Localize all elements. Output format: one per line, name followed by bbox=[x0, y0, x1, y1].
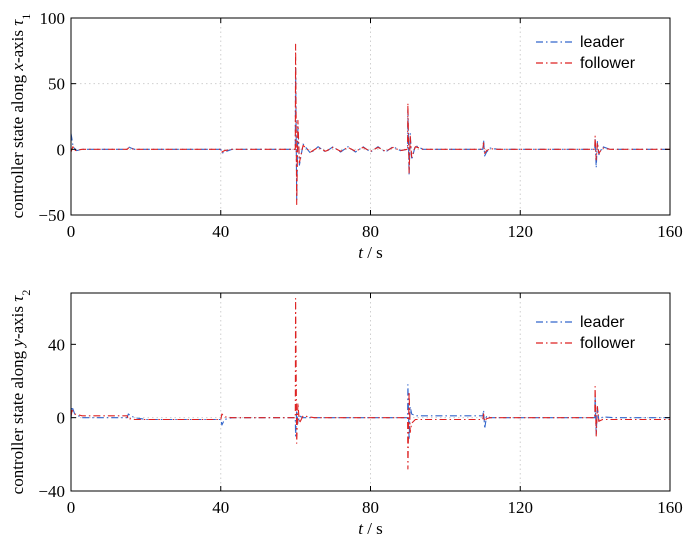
series-line-follower bbox=[70, 43, 670, 206]
y-axis-title-axis: x bbox=[8, 63, 27, 72]
legend-label-leader: leader bbox=[580, 34, 625, 51]
y-tick-label: 0 bbox=[57, 140, 66, 159]
y-tick-label: 0 bbox=[57, 409, 66, 428]
series-line-follower bbox=[70, 297, 670, 470]
x-tick-label: 0 bbox=[67, 222, 76, 241]
y-axis-title-text: controller state along bbox=[8, 347, 27, 495]
y-axis-title-axis: y bbox=[8, 339, 27, 349]
y-tick-label: −50 bbox=[38, 206, 65, 225]
y-tick-label: −40 bbox=[38, 482, 65, 501]
x-axis-title-unit: / s bbox=[363, 243, 383, 262]
x-tick-label: 80 bbox=[362, 222, 379, 241]
y-tick-label: 50 bbox=[48, 75, 65, 94]
x-axis-title: t / s bbox=[358, 519, 383, 538]
legend-label-follower: follower bbox=[580, 335, 636, 352]
series-group bbox=[70, 43, 670, 206]
x-axis-title-unit: / s bbox=[363, 519, 383, 538]
x-axis-title: t / s bbox=[358, 243, 383, 262]
x-axis-title-var: t bbox=[358, 519, 364, 538]
y-axis-title-symbol: τ bbox=[8, 295, 27, 302]
x-tick-label: 120 bbox=[508, 498, 534, 517]
x-tick-label: 40 bbox=[212, 222, 229, 241]
y-axis-title: controller state along y-axis τ2 bbox=[8, 290, 33, 495]
y-axis-title-subscript: 1 bbox=[19, 14, 33, 20]
x-tick-label: 80 bbox=[362, 498, 379, 517]
x-tick-label: 0 bbox=[67, 498, 76, 517]
legend-label-follower: follower bbox=[580, 55, 636, 72]
y-axis-title-subscript: 2 bbox=[19, 290, 33, 296]
y-tick-label: 100 bbox=[40, 9, 66, 28]
legend-label-leader: leader bbox=[580, 314, 625, 331]
series-line-leader bbox=[70, 67, 670, 200]
x-tick-label: 40 bbox=[212, 498, 229, 517]
x-tick-label: 160 bbox=[657, 498, 683, 517]
y-tick-label: 40 bbox=[48, 335, 65, 354]
y-axis-title-text2: -axis bbox=[8, 26, 27, 63]
series-group bbox=[70, 297, 670, 470]
y-axis-title-symbol: τ bbox=[8, 19, 27, 26]
x-tick-label: 120 bbox=[508, 222, 534, 241]
y-axis-title-text2: -axis bbox=[8, 302, 27, 339]
x-tick-label: 160 bbox=[657, 222, 683, 241]
y-axis-title: controller state along x-axis τ1 bbox=[8, 14, 33, 219]
x-axis-title-var: t bbox=[358, 243, 364, 262]
y-axis-title-text: controller state along bbox=[8, 71, 27, 219]
